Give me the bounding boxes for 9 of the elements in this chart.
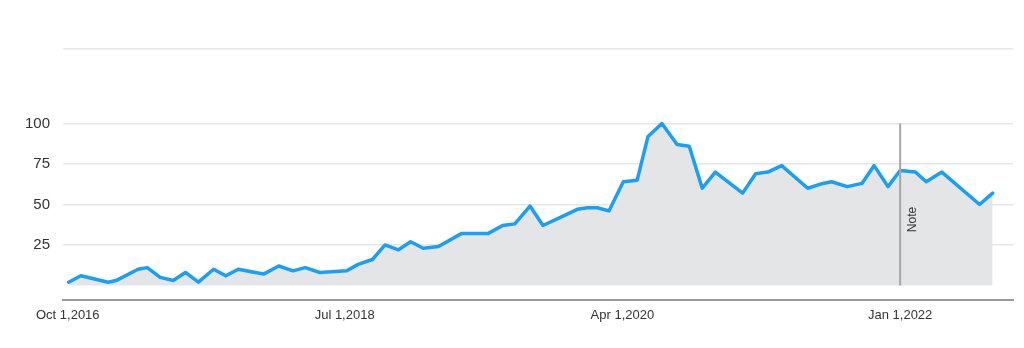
x-tick-label: Jul 1,2018 <box>314 307 375 323</box>
ref-line-label: Note <box>905 206 920 233</box>
y-tick-label: 50 <box>33 194 50 212</box>
y-tick-label: 75 <box>33 154 50 172</box>
y-tick-label: 100 <box>24 113 50 131</box>
x-tick-label: Apr 1,2020 <box>590 307 655 323</box>
y-tick-label: 25 <box>33 235 50 253</box>
x-tick-label: Jan 1,2022 <box>867 307 933 323</box>
x-tick-label: Oct 1,2016 <box>35 307 100 323</box>
